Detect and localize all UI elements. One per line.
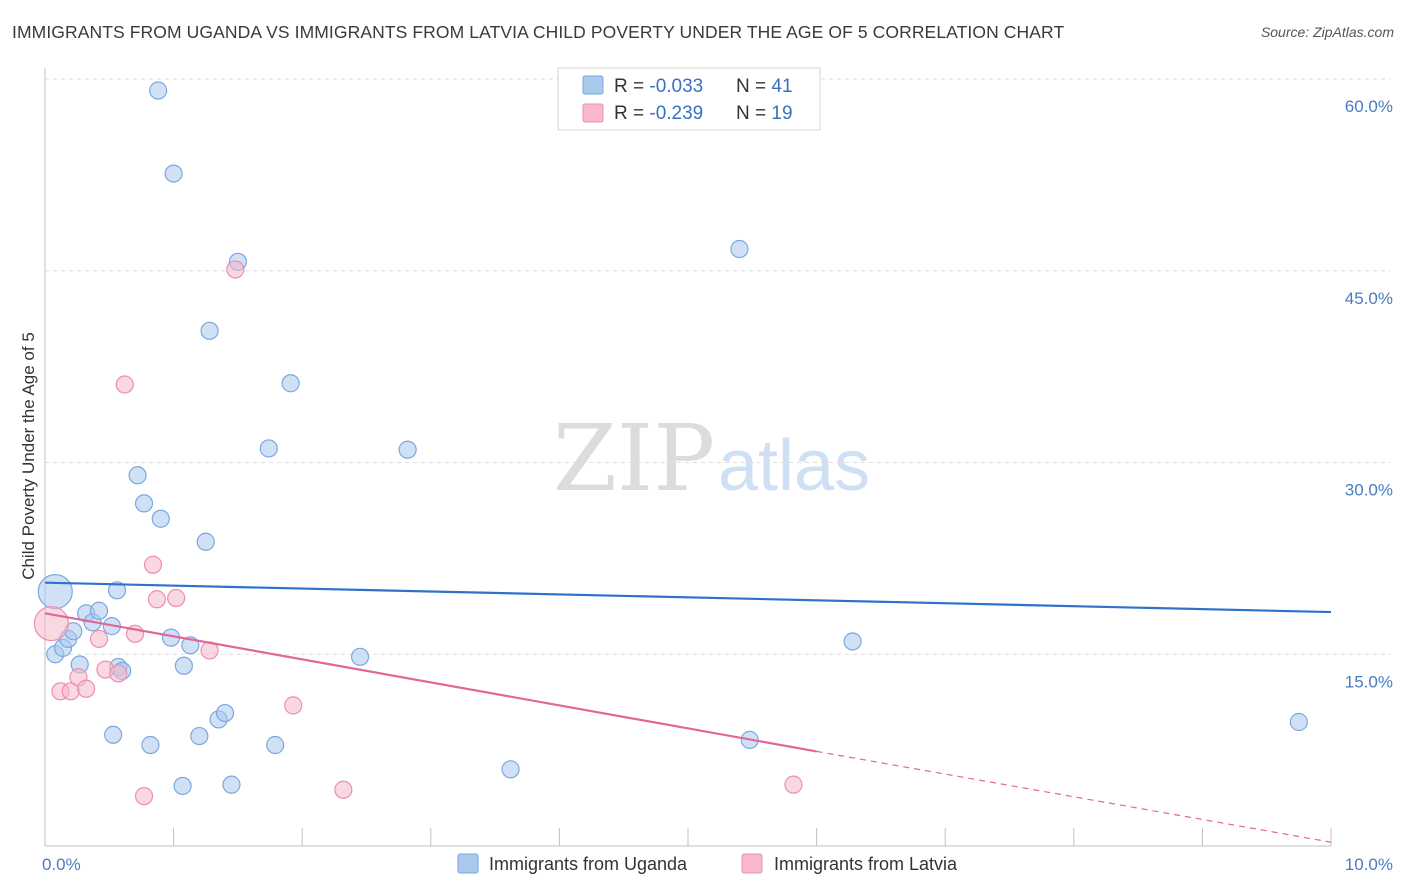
latvia-point bbox=[284, 696, 303, 715]
uganda-point bbox=[164, 164, 183, 183]
y-tick-label: 30.0% bbox=[1345, 481, 1393, 500]
legend-n-label-uganda: N = bbox=[736, 76, 771, 97]
y-tick-label: 45.0% bbox=[1345, 289, 1393, 308]
scatter-points bbox=[33, 81, 1308, 806]
latvia-point bbox=[77, 679, 96, 698]
watermark-zip: ZIP bbox=[553, 405, 715, 512]
svg-text:R = -0.033: R = -0.033 bbox=[614, 76, 703, 97]
uganda-point bbox=[107, 581, 127, 600]
uganda-point bbox=[174, 656, 193, 675]
series-legend-swatch-latvia bbox=[741, 853, 763, 874]
latvia-point bbox=[33, 605, 70, 642]
legend-r-value-uganda: -0.033 bbox=[649, 76, 703, 97]
legend-swatch-uganda bbox=[582, 75, 604, 95]
latvia-point bbox=[147, 590, 166, 609]
uganda-point bbox=[37, 574, 73, 610]
legend-n-label-latvia: N = bbox=[736, 103, 771, 124]
series-legend: Immigrants from Uganda Immigrants from L… bbox=[457, 853, 958, 874]
latvia-point bbox=[115, 375, 134, 394]
series-legend-swatch-uganda bbox=[457, 853, 479, 874]
uganda-point bbox=[190, 726, 209, 746]
uganda-point bbox=[266, 735, 285, 755]
watermark: ZIP atlas bbox=[553, 405, 870, 512]
y-axis-label: Child Poverty Under the Age of 5 bbox=[19, 332, 38, 580]
latvia-point bbox=[334, 780, 353, 799]
latvia-point bbox=[89, 629, 109, 649]
trend-line-uganda bbox=[44, 581, 1332, 614]
legend-r-value-latvia: -0.239 bbox=[649, 103, 703, 124]
svg-text:N = 41: N = 41 bbox=[736, 76, 793, 97]
uganda-point bbox=[398, 440, 417, 459]
x-tick-labels: 0.0% 10.0% bbox=[42, 855, 1393, 874]
y-tick-labels: 15.0% 30.0% 45.0% 60.0% bbox=[1345, 97, 1393, 691]
uganda-point bbox=[104, 725, 123, 744]
uganda-point bbox=[281, 374, 300, 393]
uganda-point bbox=[173, 776, 192, 796]
uganda-point bbox=[259, 439, 278, 458]
correlation-legend: R = -0.033 N = 41 R = -0.239 N = 19 bbox=[557, 67, 821, 131]
legend-n-value-latvia: 19 bbox=[771, 103, 792, 124]
chart-title: IMMIGRANTS FROM UGANDA VS IMMIGRANTS FRO… bbox=[12, 22, 1065, 42]
series-legend-label-uganda: Immigrants from Uganda bbox=[489, 854, 688, 874]
uganda-point bbox=[843, 632, 862, 651]
uganda-point bbox=[501, 760, 520, 779]
latvia-point bbox=[143, 555, 163, 574]
trend-line-latvia bbox=[44, 612, 817, 753]
uganda-point bbox=[128, 466, 147, 485]
legend-n-value-uganda: 41 bbox=[771, 76, 792, 97]
gridlines bbox=[45, 78, 1391, 655]
x-tick-label-start: 0.0% bbox=[42, 855, 81, 874]
watermark-atlas: atlas bbox=[718, 426, 870, 506]
y-tick-label: 60.0% bbox=[1345, 97, 1393, 116]
series-legend-label-latvia: Immigrants from Latvia bbox=[774, 854, 958, 874]
uganda-point bbox=[89, 601, 109, 620]
uganda-point bbox=[200, 321, 219, 340]
latvia-point bbox=[134, 787, 154, 806]
uganda-point bbox=[196, 532, 215, 551]
axes bbox=[44, 68, 1332, 847]
legend-swatch-latvia bbox=[582, 103, 604, 123]
latvia-point bbox=[226, 260, 245, 279]
y-tick-label: 15.0% bbox=[1345, 672, 1393, 691]
uganda-point bbox=[141, 735, 160, 755]
latvia-point bbox=[167, 588, 186, 608]
svg-text:N = 19: N = 19 bbox=[736, 103, 793, 124]
uganda-point bbox=[222, 775, 241, 794]
uganda-point bbox=[350, 647, 370, 666]
svg-text:R = -0.239: R = -0.239 bbox=[614, 103, 703, 124]
uganda-point bbox=[151, 509, 170, 528]
uganda-point bbox=[730, 239, 749, 259]
uganda-point bbox=[149, 81, 168, 100]
legend-r-label-latvia: R = bbox=[614, 103, 649, 124]
trend-lines bbox=[44, 581, 1332, 843]
uganda-point bbox=[134, 494, 154, 513]
uganda-point bbox=[215, 703, 235, 723]
x-tick-label-end: 10.0% bbox=[1345, 855, 1393, 874]
legend-r-label-uganda: R = bbox=[614, 76, 649, 97]
latvia-point bbox=[784, 775, 803, 794]
uganda-point bbox=[1289, 712, 1308, 732]
latvia-point bbox=[109, 664, 128, 683]
source-label: Source: ZipAtlas.com bbox=[1260, 24, 1394, 40]
